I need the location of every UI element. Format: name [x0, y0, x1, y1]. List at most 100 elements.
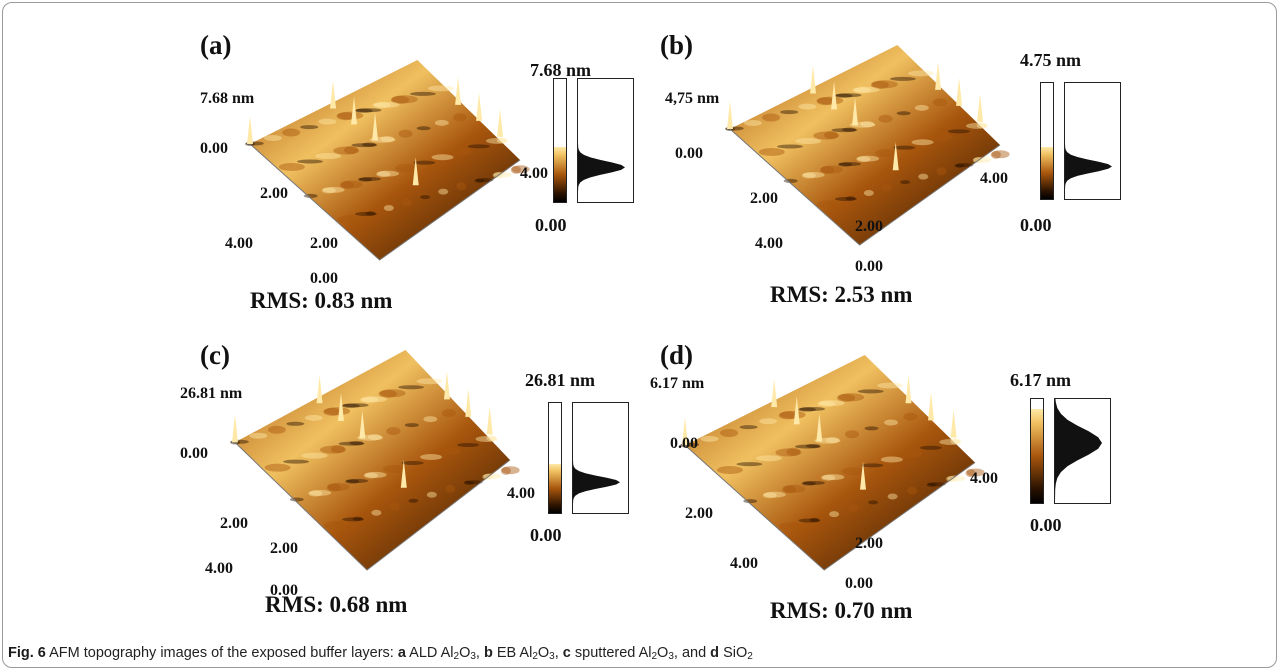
surface-texture [326, 483, 341, 492]
sub: 2 [651, 651, 658, 662]
surface-texture [903, 412, 918, 421]
surface-texture [834, 93, 853, 98]
surface-texture [457, 442, 480, 447]
surface-spike [859, 461, 866, 490]
colorbar-min-label: 0.00 [535, 215, 567, 235]
surface-texture [845, 196, 856, 201]
sep: , [554, 645, 559, 661]
caption-d-letter: d [710, 645, 720, 661]
afm-panel-a: (a) 7.68 nm 0.00 7.68 nm 0.00 RMS: 0.83 nm 2.0… [180, 20, 780, 340]
surface-texture [379, 389, 406, 398]
axis-tick-label: 2.00 [855, 218, 883, 235]
surface-texture [821, 474, 836, 481]
surface-texture [911, 139, 934, 146]
surface-texture [354, 211, 377, 216]
surface-texture [322, 186, 345, 193]
surface-texture [367, 434, 382, 441]
surface-axes [684, 444, 976, 571]
surface-texture [376, 171, 391, 178]
surface-texture [763, 491, 786, 498]
surface-texture [423, 416, 438, 423]
height-histogram [577, 78, 634, 203]
afm-surface-image [680, 355, 985, 571]
surface-texture [827, 199, 838, 208]
surface-texture [926, 482, 937, 487]
surface-texture [486, 435, 497, 442]
afm-surface-image [245, 60, 530, 261]
surface-texture [801, 172, 816, 179]
surface-texture [296, 159, 323, 164]
surface-texture [308, 490, 323, 497]
surface-texture [431, 154, 454, 161]
caption-c-text: sputtered Al [574, 645, 652, 661]
surface-texture [349, 441, 364, 446]
surface-texture [965, 469, 976, 478]
sub: 2 [453, 651, 460, 662]
surface-spike [793, 396, 800, 425]
axis-tick-label: 0.00 [855, 258, 883, 275]
afm-panel-d: (d) 6.17 nm 0.00 6.17 nm 0.00 RMS: 0.70 nm 2.0… [650, 330, 1250, 650]
axis-tick-label: 4.00 [980, 170, 1008, 187]
surface-texture [364, 471, 387, 478]
surface-texture [358, 177, 373, 182]
surface-texture [344, 146, 359, 155]
surface-texture [347, 214, 358, 223]
surface-texture [863, 189, 874, 196]
surface-texture [939, 438, 962, 445]
surface-texture [510, 165, 521, 174]
histogram-shape [1065, 142, 1112, 191]
surface-texture [779, 410, 806, 419]
surface-texture [438, 188, 449, 195]
surface-spike [247, 116, 253, 144]
surface-texture [413, 160, 436, 165]
surface-texture [360, 396, 379, 403]
surface-texture [919, 445, 942, 450]
sub: 3 [549, 651, 555, 662]
sub: 2 [747, 651, 753, 662]
surface-texture [380, 136, 395, 143]
surface-texture [896, 111, 911, 116]
surface-axes [729, 128, 1001, 246]
surface-texture [456, 182, 467, 191]
rms-value: RMS: 0.70 nm [770, 598, 913, 623]
colorbar-max-label: 7.68 nm [530, 60, 592, 80]
surface-spike [330, 80, 337, 109]
surface-texture [881, 183, 892, 192]
surface-texture [511, 165, 530, 174]
surface-texture [778, 522, 801, 531]
surface-texture [377, 170, 400, 177]
surface-texture [278, 162, 305, 171]
surface-texture [445, 484, 456, 493]
surface-texture [363, 472, 378, 479]
colorbar-gradient [549, 463, 561, 513]
surface-texture [365, 211, 376, 216]
surface-spike [400, 459, 407, 488]
surface-texture [820, 166, 835, 175]
histogram-curve [1055, 384, 1102, 502]
surface-spike [232, 414, 238, 443]
surface-texture [361, 396, 388, 403]
colorbar [1030, 398, 1044, 504]
surface-texture [404, 423, 419, 428]
surface-texture [355, 108, 382, 113]
surface-spike [928, 392, 935, 421]
surface-spike [852, 97, 859, 126]
rms-value: RMS: 2.53 nm [770, 282, 913, 307]
caption-c-letter: c [562, 645, 571, 661]
surface-texture [286, 421, 305, 426]
caption-fig-number: Fig. 6 [8, 645, 46, 661]
surface-texture [449, 147, 472, 156]
surface-texture [838, 162, 861, 167]
colorbar-max-label: 4.75 nm [1020, 50, 1082, 70]
surface-texture [841, 467, 864, 476]
histogram-shape [573, 459, 620, 505]
surface-texture [822, 474, 845, 481]
axis-tick-label: 0.00 [310, 270, 338, 287]
surface-texture [758, 147, 785, 156]
surface-texture [743, 119, 762, 126]
surface-texture [990, 150, 1001, 159]
surface-spike [892, 142, 899, 171]
caption-a-letter: a [397, 645, 406, 661]
surface-spike [771, 379, 778, 408]
surface-texture [464, 480, 483, 485]
